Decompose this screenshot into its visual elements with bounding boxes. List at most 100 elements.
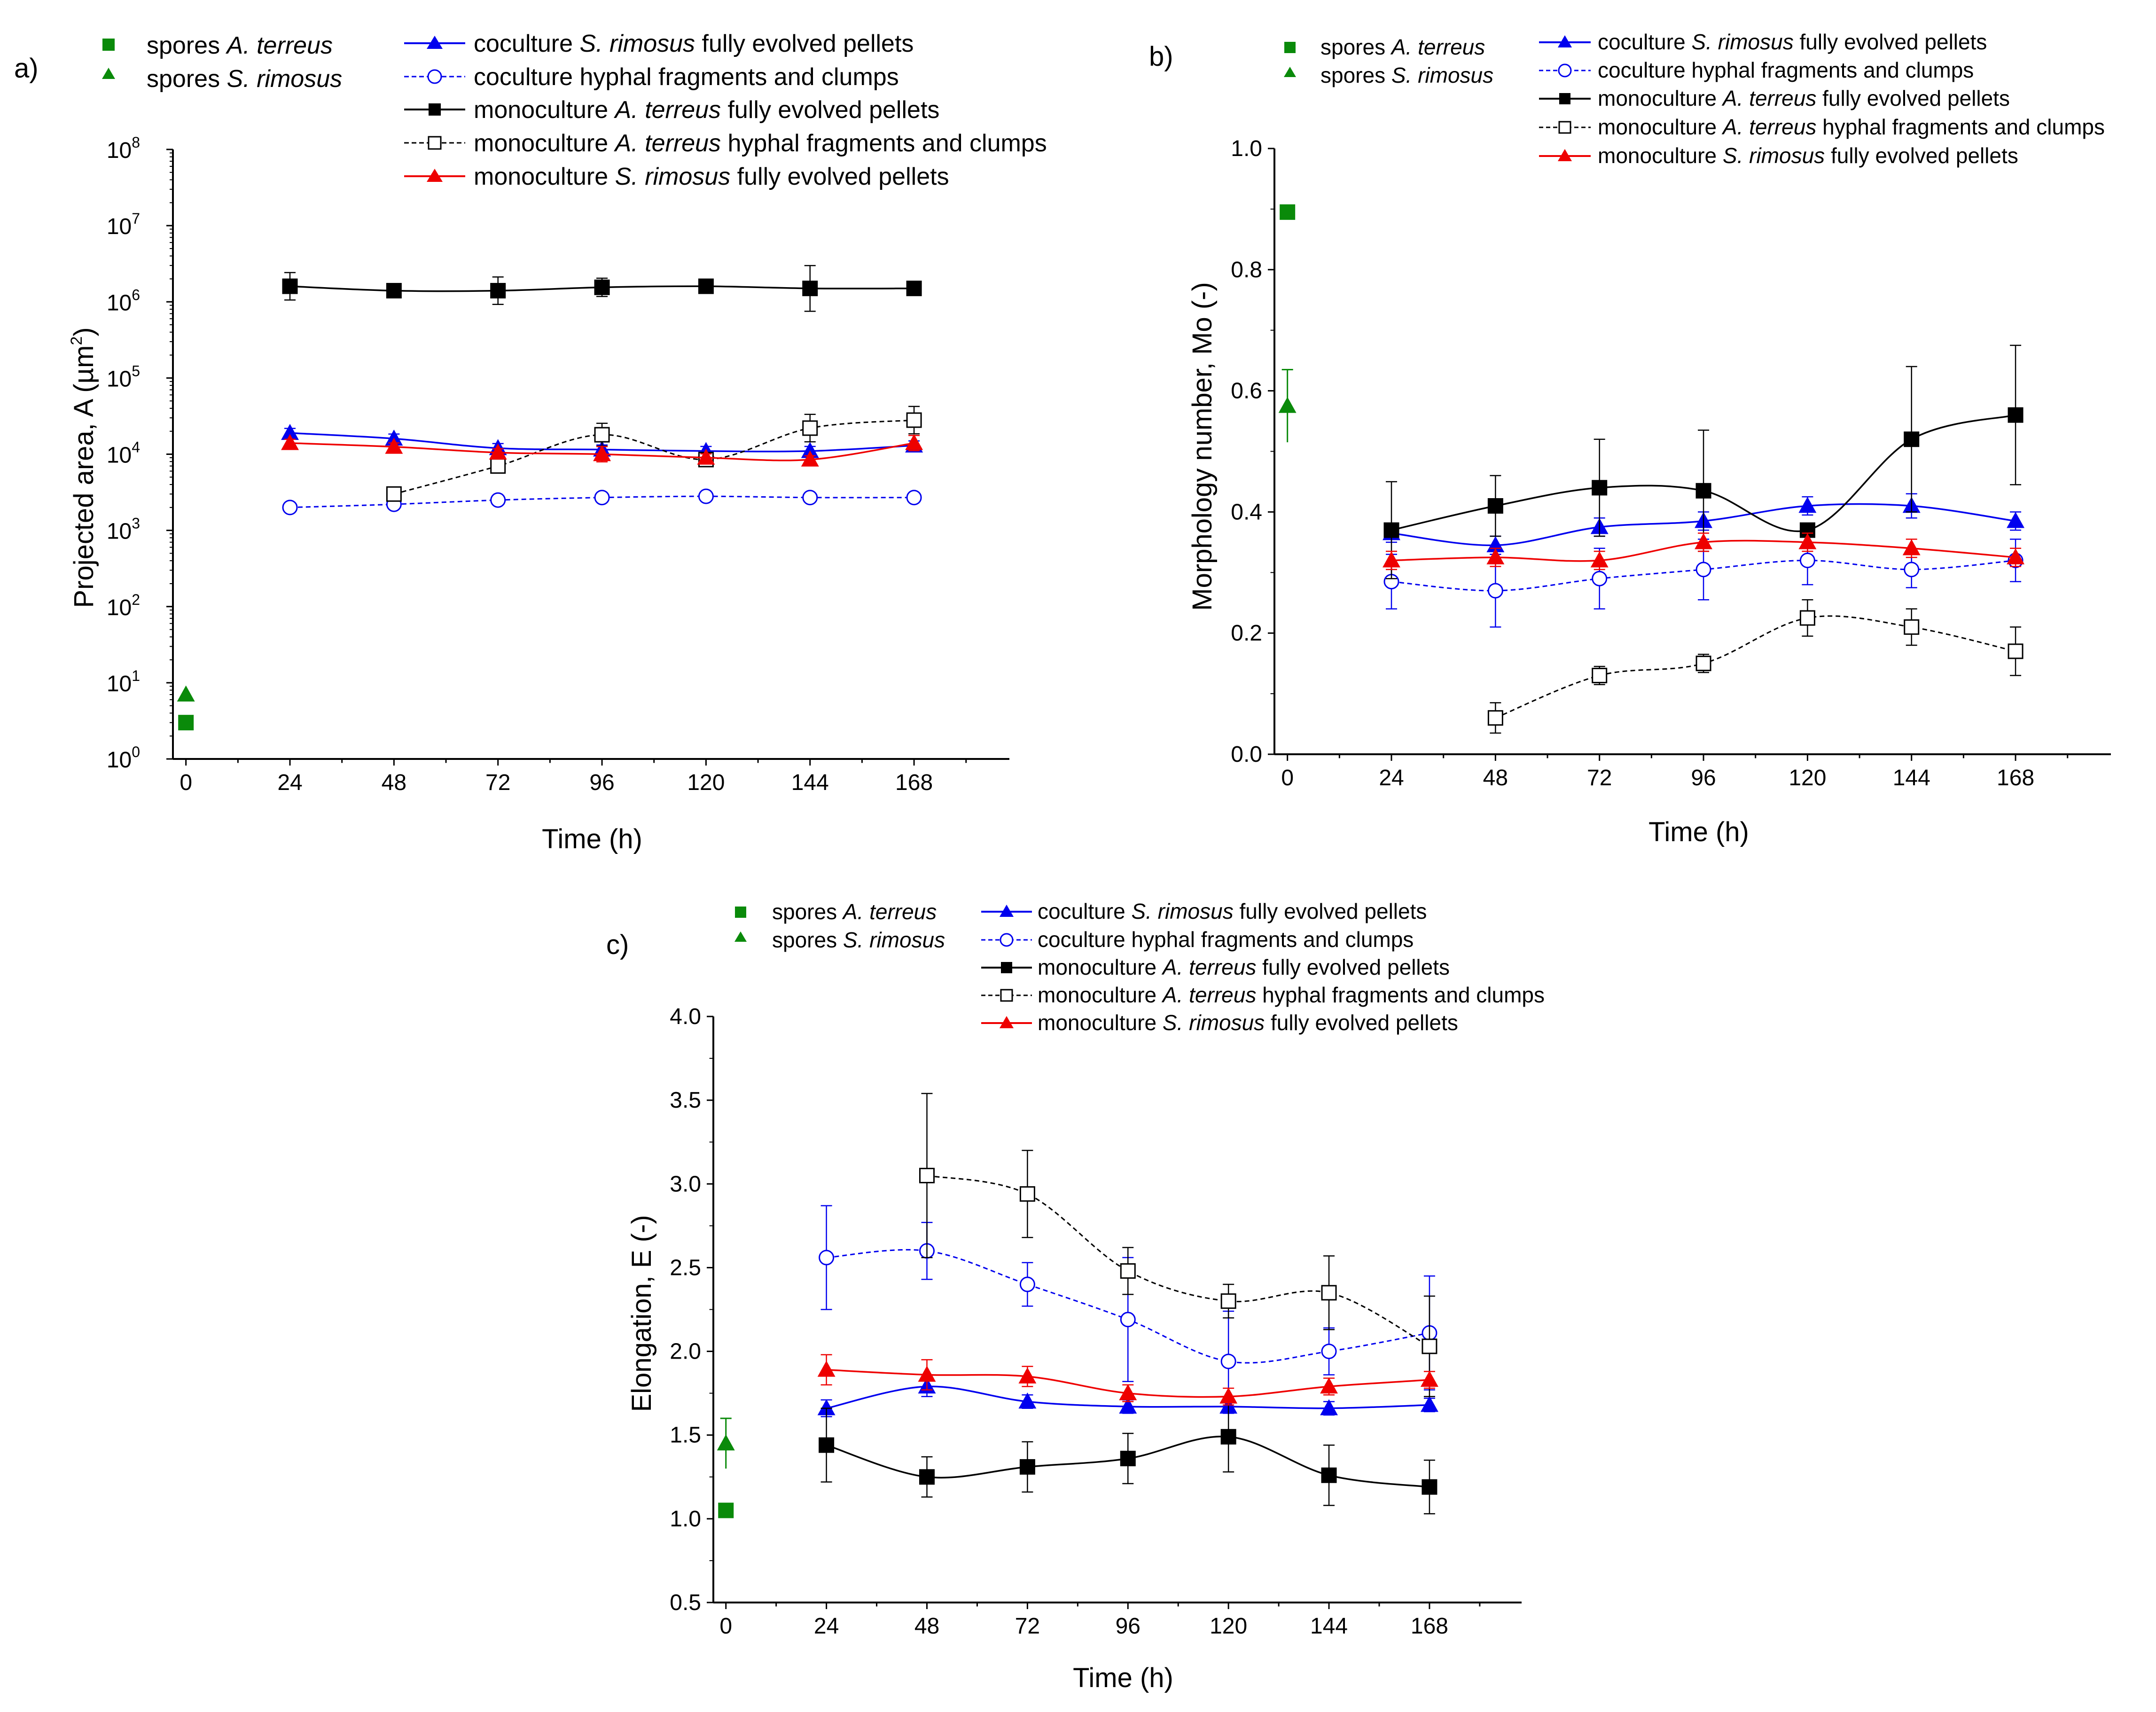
legend-a: spores A. terreus spores S. rimosus cocu… — [102, 30, 1047, 190]
x-tick-label: 48 — [382, 770, 406, 795]
series-mono_ah-point — [1904, 619, 1920, 635]
series-mono_s-point — [1018, 1367, 1037, 1384]
panel-a-label: a) — [14, 53, 39, 84]
legend-b-co-h: coculture hyphal fragments and clumps — [1539, 58, 1974, 82]
series-mono_ah-point — [1120, 1263, 1136, 1279]
legend-a-mono-s: monoculture S. rimosus fully evolved pel… — [404, 163, 949, 190]
y-tick-label: 1.5 — [670, 1423, 701, 1448]
series-mono_s-point — [1383, 551, 1400, 568]
legend-a-spores-s: spores S. rimosus — [102, 65, 342, 93]
series-mono_s-point — [1219, 1387, 1238, 1404]
series-co_s-point — [1320, 1399, 1338, 1415]
series-mono_a-point — [1592, 480, 1608, 496]
y-tick-label: 0.8 — [1231, 258, 1262, 282]
panel-b-ylabel: Morphology number, Mo (-) — [1187, 282, 1218, 610]
series-mono_ah-point — [594, 427, 610, 443]
series-mono_ah-line — [393, 419, 914, 495]
series-mono_a-point — [594, 279, 610, 295]
y-tick-label: 106 — [107, 286, 140, 315]
x-tick-label: 144 — [1310, 1614, 1348, 1639]
series-mono_a-point — [1799, 522, 1815, 538]
x-tick-label: 0 — [1281, 766, 1294, 790]
panel-c-xlabel: Time (h) — [1073, 1663, 1173, 1693]
x-tick-label: 120 — [1789, 766, 1826, 790]
legend-b-co-s: coculture S. rimosus fully evolved pelle… — [1539, 30, 1987, 54]
legend-a-mono-ah: monoculture A. terreus hyphal fragments … — [404, 130, 1047, 157]
legend-c-spores-s: spores S. rimosus — [734, 928, 945, 952]
legend-b-co-s-label: coculture S. rimosus fully evolved pelle… — [1598, 30, 1987, 54]
series-mono_ah-point — [1487, 710, 1503, 726]
series-mono_a-point — [1383, 522, 1399, 538]
series-mono_ah-point — [906, 412, 922, 428]
series-mono_a — [282, 265, 922, 312]
series-mono_ah-point — [919, 1167, 935, 1183]
legend-a-mono-a-label: monoculture A. terreus fully evolved pel… — [474, 96, 939, 124]
panel-b-label: b) — [1149, 41, 1173, 72]
series-mono_s-point — [2007, 548, 2025, 564]
spores-s-rimosus-point — [717, 1434, 735, 1451]
x-tick-label: 96 — [1691, 766, 1716, 790]
legend-b-mono-a-label: monoculture A. terreus fully evolved pel… — [1598, 86, 2010, 110]
y-tick-exponent: 8 — [132, 134, 140, 151]
legend-a-spores-s-marker — [102, 68, 115, 79]
series-co_h-point — [802, 490, 818, 506]
legend-c-co-h-marker — [1000, 933, 1014, 947]
series-mono_s — [817, 1354, 1438, 1406]
panel-b-plot: 0 24 48 72 96 120 144 168 0.0 0.2 0.4 0.6 0.8 1.0 — [1231, 136, 2111, 790]
series-mono_ah-point — [1019, 1186, 1035, 1202]
y-tick-exponent: 0 — [132, 743, 140, 760]
series-mono_s-point — [1420, 1370, 1438, 1387]
series-co_h-point — [594, 490, 610, 506]
legend-b-mono-ah-marker — [1558, 121, 1571, 134]
legend-c-spores-a-marker — [735, 907, 746, 918]
y-tick-exponent: 6 — [132, 286, 140, 303]
x-tick-label: 120 — [1210, 1614, 1247, 1639]
series-mono_a-point — [802, 281, 818, 297]
series-mono_s-point — [385, 438, 403, 454]
legend-a-mono-s-marker — [427, 169, 443, 182]
x-tick-label: 48 — [1483, 766, 1508, 790]
series-mono_a-point — [1120, 1451, 1136, 1467]
legend-c-mono-ah-marker — [1000, 989, 1013, 1002]
legend-a-co-h: coculture hyphal fragments and clumps — [404, 63, 899, 91]
legend-a-mono-ah-label: monoculture A. terreus hyphal fragments … — [474, 130, 1047, 157]
legend-a-spores-s-label: spores S. rimosus — [147, 65, 342, 93]
series-mono_ah-point — [1321, 1285, 1337, 1301]
legend-a-spores-a-marker — [102, 39, 115, 51]
legend-a-spores-a-label: spores A. terreus — [147, 32, 333, 59]
legend-b-co-h-label: coculture hyphal fragments and clumps — [1598, 58, 1974, 82]
spores-s-rimosus-point — [177, 685, 195, 702]
legend-c-co-s-marker — [1000, 905, 1014, 917]
series-mono_a-point — [919, 1469, 935, 1485]
series-mono_a-point — [1019, 1459, 1035, 1475]
series-mono_a-point — [1487, 498, 1503, 514]
y-tick-label: 104 — [107, 439, 140, 468]
y-tick-label: 3.5 — [670, 1088, 701, 1113]
x-tick-label: 72 — [485, 770, 510, 795]
y-tick-label: 105 — [107, 362, 140, 391]
x-tick-label: 144 — [1893, 766, 1930, 790]
legend-b-mono-ah-label: monoculture A. terreus hyphal fragments … — [1598, 115, 2105, 139]
series-mono_s-point — [593, 445, 611, 461]
series-mono_s-point — [905, 434, 923, 450]
series-mono_ah-point — [802, 420, 818, 436]
spores-a-terreus-point — [1280, 204, 1296, 220]
series-mono_ah-point — [1592, 667, 1608, 683]
x-tick-label: 168 — [1997, 766, 2034, 790]
x-tick-label: 168 — [1411, 1614, 1448, 1639]
legend-c-mono-s-marker — [1000, 1016, 1014, 1028]
y-tick-label: 3.0 — [670, 1172, 701, 1196]
series-co_s-point — [1119, 1397, 1137, 1414]
series-co_h-point — [1220, 1353, 1236, 1369]
series-co_h-point — [1695, 562, 1711, 578]
y-tick-label: 108 — [107, 134, 140, 163]
series-mono_ah-point — [2008, 643, 2023, 659]
series-mono_s-point — [801, 450, 819, 467]
legend-c-mono-s: monoculture S. rimosus fully evolved pel… — [981, 1010, 1458, 1035]
panel-c-plot: 0 24 48 72 96 120 144 168 0.5 1.0 1.5 2.0 2.5 3.0 3.5 4… — [670, 1004, 1522, 1639]
legend-a-co-s: coculture S. rimosus fully evolved pelle… — [404, 30, 914, 57]
x-tick-label: 120 — [687, 770, 725, 795]
series-mono_s-point — [817, 1360, 836, 1377]
series-mono_a-point — [906, 281, 922, 297]
